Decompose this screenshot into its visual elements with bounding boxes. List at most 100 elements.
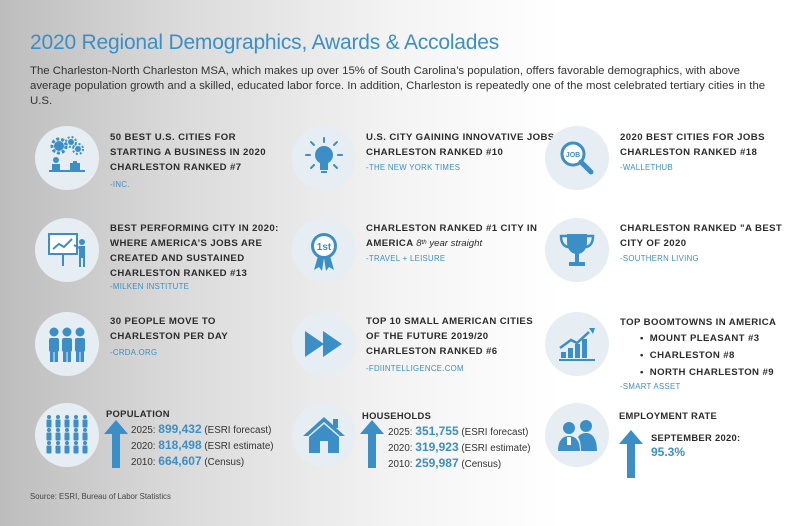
population-title: Population: [106, 408, 170, 419]
population-row-label: 2010:: [131, 457, 156, 468]
households-row: 2025: 351,755 (ESRI forecast): [388, 424, 528, 438]
population-row-value: 818,498: [158, 438, 202, 452]
presentation-board-icon: [35, 218, 99, 282]
award-1-line-3: Charleston Ranked #7: [110, 162, 242, 173]
people-group-icon: [35, 312, 99, 376]
award-9-heading: Top Boomtowns in America: [620, 315, 776, 330]
boomtowns-list: Mount Pleasant #3 Charleston #8 North Ch…: [640, 330, 774, 381]
award-1-line-1: 50 Best U.S. Cities for: [110, 132, 236, 143]
households-title: Households: [362, 410, 432, 421]
award-3-source: -WALLETHUB: [620, 163, 673, 172]
person-figure: [73, 428, 79, 441]
households-row-value: 319,923: [415, 440, 459, 454]
award-1-line-2: Starting a Business in 2020: [110, 147, 266, 158]
employment-title: Employment Rate: [619, 410, 718, 421]
award-3-heading: 2020 Best Cities for Jobs Charleston Ran…: [620, 130, 765, 160]
award-5-line-1: Charleston Ranked #1 City in: [366, 223, 538, 234]
population-row-note: (ESRI forecast): [204, 425, 272, 436]
employment-value: 95.3%: [651, 445, 686, 459]
employment-value-row: 95.3%: [651, 445, 685, 459]
award-8-line-3: Charleston Ranked #6: [366, 346, 498, 357]
lightbulb-icon: [292, 126, 356, 190]
person-figure: [46, 441, 52, 454]
households-row-value: 351,755: [415, 424, 459, 438]
award-2-heading: U.S. City Gaining Innovative Jobs Charle…: [366, 130, 555, 160]
person-figure: [46, 415, 52, 428]
award-5-line-2: America 8th year straight: [366, 236, 537, 251]
households-up-arrow-icon: [360, 420, 384, 468]
award-2-line-1: U.S. City Gaining Innovative Jobs: [366, 132, 555, 143]
population-row-note: (ESRI estimate): [204, 441, 274, 452]
award-6-source: -SOUTHERN LIVING: [620, 254, 699, 263]
population-row: 2020: 818,498 (ESRI estimate): [131, 438, 274, 452]
job-magnifier-icon: JOB: [545, 126, 609, 190]
award-5-ordinal: th: [421, 240, 427, 246]
population-row-note: (Census): [204, 457, 245, 468]
award-8-heading: Top 10 Small American Cities of the Futu…: [366, 314, 533, 359]
award-4-line-2: Where America’s Jobs are: [110, 238, 263, 249]
households-row-label: 2020:: [388, 443, 413, 454]
person-figure: [82, 441, 88, 454]
population-row: 2025: 899,432 (ESRI forecast): [131, 422, 271, 436]
award-9-line-1: Top Boomtowns in America: [620, 317, 777, 328]
person-figure: [73, 441, 79, 454]
award-3-line-1: 2020 Best Cities for Jobs: [620, 132, 765, 143]
award-7-line-1: 30 People Move to: [110, 316, 216, 327]
households-row-label: 2010:: [388, 459, 413, 470]
person-figure: [64, 441, 70, 454]
award-7-line-2: Charleston Per Day: [110, 331, 229, 342]
fast-forward-icon: [292, 312, 356, 376]
award-5-year-count: 8: [416, 238, 422, 249]
intro-paragraph: The Charleston-North Charleston MSA, whi…: [30, 65, 766, 107]
award-6-line-1: Charleston Ranked "A Best: [620, 223, 783, 234]
households-row-value: 259,987: [415, 456, 459, 470]
boomtown-item: Charleston #8: [640, 347, 774, 364]
person-figure: [82, 428, 88, 441]
gears-business-icon: [35, 126, 99, 190]
employment-label: September 2020:: [651, 432, 741, 443]
employees-icon: [545, 403, 609, 467]
households-row: 2020: 319,923 (ESRI estimate): [388, 440, 531, 454]
person-figure: [46, 428, 52, 441]
growth-chart-icon: [545, 312, 609, 376]
job-text: JOB: [566, 152, 580, 159]
award-9-source: -SMART ASSET: [620, 382, 681, 391]
person-figure: [55, 441, 61, 454]
population-row-label: 2025:: [131, 425, 156, 436]
award-5-heading: Charleston Ranked #1 City in America 8th…: [366, 221, 537, 251]
households-row-note: (ESRI forecast): [461, 427, 529, 438]
population-row-value: 899,432: [158, 422, 202, 436]
population-row: 2010: 664,607 (Census): [131, 454, 244, 468]
award-6-line-2: City of 2020: [620, 238, 687, 249]
person-figure: [64, 415, 70, 428]
award-7-source: -CRDA.ORG: [110, 348, 158, 357]
person-figure: [55, 428, 61, 441]
award-5-source: -TRAVEL + LEISURE: [366, 254, 446, 263]
award-5-year-text: year straight: [426, 238, 483, 249]
trophy-icon: [545, 218, 609, 282]
award-2-source: -THE NEW YORK TIMES: [366, 163, 461, 172]
award-3-line-2: Charleston Ranked #18: [620, 147, 758, 158]
households-row-note: (Census): [461, 459, 502, 470]
award-7-heading: 30 People Move to Charleston Per Day: [110, 314, 228, 344]
award-4-source: -MILKEN INSTITUTE: [110, 282, 190, 291]
person-figure: [73, 415, 79, 428]
award-1-source: -INC.: [110, 180, 130, 189]
employment-up-arrow-icon: [619, 430, 643, 478]
award-4-line-1: Best Performing City in 2020:: [110, 223, 279, 234]
population-row-value: 664,607: [158, 454, 202, 468]
award-4-line-3: Created and Sustained: [110, 253, 245, 264]
population-people-grid: [46, 415, 88, 454]
households-row-label: 2025:: [388, 427, 413, 438]
footer-source: Source: ESRI, Bureau of Labor Statistics: [30, 492, 171, 501]
boomtown-item: North Charleston #9: [640, 364, 774, 381]
award-6-heading: Charleston Ranked "A Best City of 2020: [620, 221, 782, 251]
award-8-line-2: of the Future 2019/20: [366, 331, 489, 342]
award-2-line-2: Charleston Ranked #10: [366, 147, 504, 158]
person-figure: [64, 428, 70, 441]
boomtown-item: Mount Pleasant #3: [640, 330, 774, 347]
award-4-line-4: Charleston Ranked #13: [110, 268, 248, 279]
award-5-line-2-text: America: [366, 238, 414, 249]
award-8-source: -FDIINTELLIGENCE.COM: [366, 364, 464, 373]
first-place-ribbon-icon: 1st: [292, 218, 356, 282]
